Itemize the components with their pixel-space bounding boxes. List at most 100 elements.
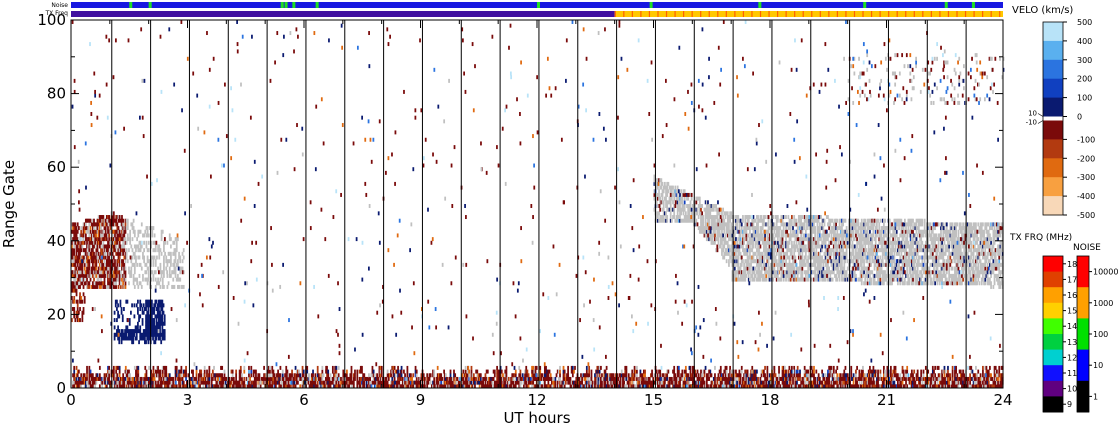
data-cell bbox=[119, 299, 122, 304]
data-cell bbox=[907, 281, 910, 286]
data-cell bbox=[954, 237, 956, 242]
data-cell bbox=[914, 222, 917, 227]
data-cell bbox=[707, 211, 709, 216]
data-cell bbox=[913, 226, 916, 231]
data-cell bbox=[980, 270, 983, 275]
data-cell bbox=[978, 82, 980, 87]
data-cell bbox=[872, 233, 875, 238]
data-cell bbox=[711, 226, 714, 231]
data-cell bbox=[942, 259, 945, 264]
data-cell bbox=[94, 270, 97, 275]
data-cell bbox=[770, 273, 772, 278]
data-cell bbox=[902, 262, 905, 267]
data-cell bbox=[884, 56, 887, 61]
data-cell bbox=[958, 277, 961, 282]
data-cell bbox=[796, 229, 799, 234]
data-cell bbox=[989, 262, 991, 267]
data-cell bbox=[712, 233, 715, 238]
data-cell bbox=[945, 222, 948, 227]
data-cell bbox=[980, 251, 983, 256]
data-cell bbox=[716, 229, 719, 234]
data-cell bbox=[978, 251, 981, 256]
data-cell bbox=[766, 255, 769, 260]
data-cell bbox=[987, 240, 990, 245]
data-cell bbox=[177, 284, 179, 289]
data-cell bbox=[966, 229, 969, 234]
data-cell bbox=[914, 226, 917, 231]
data-cell bbox=[930, 248, 933, 253]
data-cell bbox=[86, 259, 88, 264]
data-cell bbox=[746, 270, 749, 275]
data-cell bbox=[751, 226, 754, 231]
data-cell bbox=[883, 237, 885, 242]
data-cell bbox=[838, 222, 841, 227]
data-cell bbox=[962, 240, 964, 245]
data-cell bbox=[705, 237, 708, 242]
data-cell bbox=[745, 237, 748, 242]
data-cell bbox=[893, 255, 896, 260]
data-cell bbox=[710, 237, 713, 242]
data-cell bbox=[743, 226, 745, 231]
data-cell bbox=[783, 262, 786, 267]
data-cell bbox=[903, 277, 906, 282]
data-cell bbox=[921, 262, 924, 267]
data-cell bbox=[680, 196, 683, 201]
data-cell bbox=[77, 284, 80, 289]
data-cell bbox=[147, 307, 150, 312]
data-cell bbox=[790, 273, 793, 278]
data-cell bbox=[781, 215, 784, 220]
data-cell bbox=[802, 248, 805, 253]
data-cell bbox=[156, 307, 159, 312]
data-cell bbox=[857, 218, 860, 223]
data-cell bbox=[792, 277, 794, 282]
data-cell bbox=[690, 211, 693, 216]
data-cell bbox=[877, 281, 879, 286]
data-cell bbox=[827, 237, 829, 242]
data-cell bbox=[878, 273, 881, 278]
data-cell bbox=[884, 248, 886, 253]
data-cell bbox=[72, 281, 74, 286]
data-cell bbox=[859, 226, 862, 231]
data-cell bbox=[140, 332, 143, 337]
data-cell bbox=[124, 259, 127, 264]
data-cell bbox=[140, 266, 143, 271]
data-cell bbox=[724, 215, 727, 220]
data-cell bbox=[704, 226, 707, 231]
data-cell bbox=[157, 299, 160, 304]
data-cell bbox=[147, 321, 150, 326]
data-cell bbox=[123, 284, 126, 289]
data-cell bbox=[933, 244, 935, 249]
data-cell bbox=[756, 259, 758, 264]
data-cell bbox=[72, 259, 74, 264]
data-cell bbox=[835, 251, 838, 256]
data-cell bbox=[142, 273, 144, 278]
data-cell bbox=[745, 215, 748, 220]
data-cell bbox=[163, 336, 166, 341]
data-cell bbox=[930, 237, 933, 242]
data-cell bbox=[853, 244, 856, 249]
data-cell bbox=[852, 64, 855, 69]
data-cell bbox=[872, 277, 875, 282]
data-cell bbox=[912, 218, 914, 223]
data-cell bbox=[900, 233, 903, 238]
data-cell bbox=[710, 240, 713, 245]
data-cell bbox=[735, 237, 737, 242]
data-cell bbox=[905, 53, 908, 58]
data-cell bbox=[905, 251, 907, 256]
data-cell bbox=[864, 266, 867, 271]
data-cell bbox=[112, 244, 115, 249]
data-cell bbox=[877, 262, 879, 267]
data-cell bbox=[740, 222, 743, 227]
data-cell bbox=[778, 259, 780, 264]
data-cell bbox=[82, 259, 85, 264]
data-cell bbox=[906, 240, 909, 245]
data-cell bbox=[662, 204, 665, 208]
data-cell bbox=[673, 211, 676, 216]
data-cell bbox=[655, 178, 658, 183]
data-cell bbox=[829, 222, 832, 227]
data-cell bbox=[698, 226, 701, 231]
data-cell bbox=[860, 218, 863, 223]
data-cell bbox=[948, 277, 951, 282]
data-cell bbox=[76, 380, 79, 385]
data-cell bbox=[154, 270, 157, 275]
